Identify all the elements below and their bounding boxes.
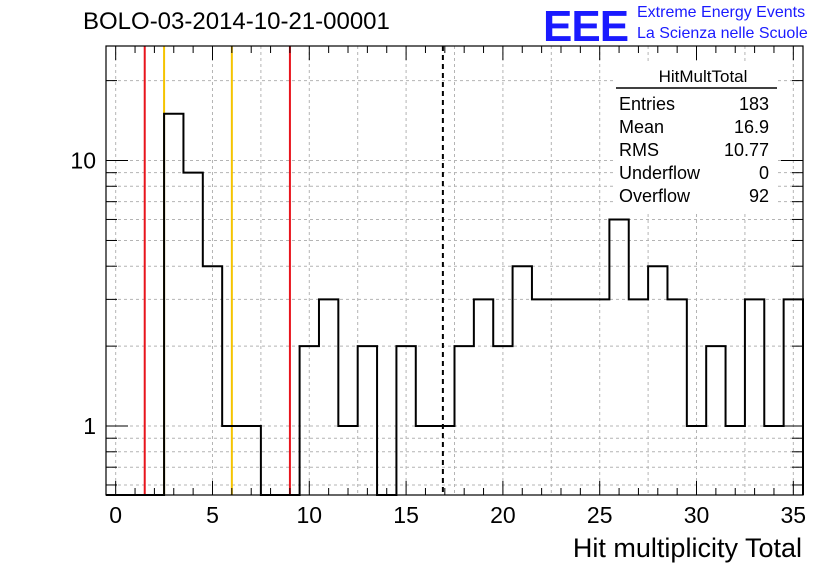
chart-title: BOLO-03-2014-10-21-00001: [83, 8, 390, 35]
stats-label: Underflow: [619, 163, 701, 183]
x-tick-label: 25: [587, 502, 613, 528]
stats-value: 0: [759, 163, 769, 183]
histogram-bar: [648, 266, 667, 495]
histogram-bar: [706, 346, 725, 495]
histogram-bar: [532, 299, 551, 495]
x-tick-label: 5: [206, 502, 219, 528]
histogram-bar: [319, 299, 338, 495]
logo-line-1: Extreme Energy Events: [637, 4, 806, 21]
histogram-bar: [629, 299, 648, 495]
stats-box: [613, 62, 777, 212]
stats-value: 16.9: [734, 117, 769, 137]
histogram-outline: [106, 112, 804, 496]
y-tick-label: 1: [83, 413, 96, 439]
stats-label: Mean: [619, 117, 664, 137]
histogram-bar: [609, 219, 628, 495]
histogram-bar: [551, 299, 570, 495]
x-tick-label: 15: [393, 502, 419, 528]
histogram-bar: [513, 266, 532, 495]
x-tick-label: 0: [109, 502, 122, 528]
histogram-bar: [667, 299, 686, 495]
x-tick-label: 35: [781, 502, 807, 528]
x-tick-label: 10: [296, 502, 322, 528]
histogram-bar: [455, 346, 474, 495]
histogram-bar: [358, 346, 377, 495]
stats-label: Overflow: [619, 186, 691, 206]
eee-logo: EEE: [543, 2, 629, 51]
x-tick-label: 30: [684, 502, 710, 528]
histogram-bar: [183, 173, 202, 495]
stats-label: Entries: [619, 94, 675, 114]
stats-value: 183: [739, 94, 769, 114]
x-tick-label: 20: [490, 502, 516, 528]
plot-frame: [105, 45, 804, 496]
histogram-bar: [571, 299, 590, 495]
stats-title: HitMultTotal: [659, 67, 748, 86]
histogram-bar: [745, 299, 764, 495]
stats-label: RMS: [619, 140, 659, 160]
stats-value: 92: [749, 186, 769, 206]
histogram-bar: [474, 299, 493, 495]
logo-line-2: La Scienza nelle Scuole: [637, 25, 808, 42]
y-tick-label: 10: [70, 148, 96, 174]
x-axis-label: Hit multiplicity Total: [572, 533, 802, 563]
stats-value: 10.77: [724, 140, 769, 160]
